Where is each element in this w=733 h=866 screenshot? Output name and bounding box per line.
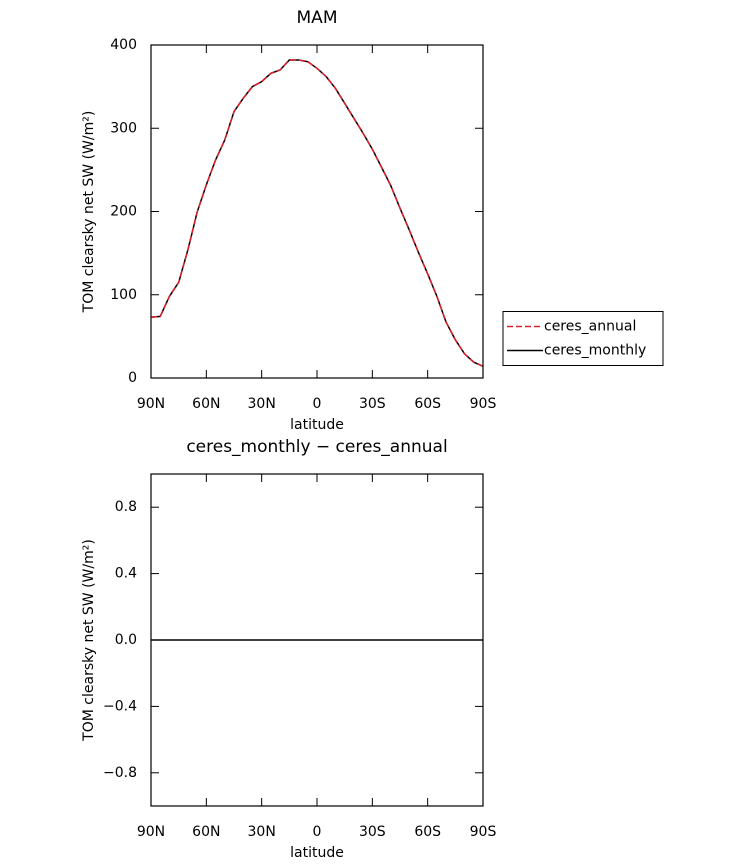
plot-frame [150,473,484,807]
legend-label: ceres_monthly [544,343,646,359]
x-tick-label: 90S [470,396,497,412]
x-tick-label: 90N [137,396,165,412]
y-tick-label: 300 [110,120,137,136]
y-tick-label: 0.8 [115,499,137,515]
y-tick-label: 200 [110,204,137,220]
plot-frame [150,44,484,379]
x-tick-label: 0 [313,396,322,412]
x-tick-label: 0 [313,824,322,840]
y-tick-label: 0 [128,370,137,386]
chart-title: ceres_monthly − ceres_annual [186,437,447,457]
y-tick-label: 0.4 [115,566,137,582]
x-tick-label: 30N [248,396,276,412]
x-tick-label: 30N [248,824,276,840]
legend-label: ceres_annual [544,319,636,335]
y-axis-label: TOM clearsky net SW (W/m²) [81,111,97,314]
x-axis-label: latitude [290,845,344,861]
x-tick-label: 90N [137,824,165,840]
x-tick-label: 60N [192,824,220,840]
x-tick-label: 60S [414,824,441,840]
y-axis-label: TOM clearsky net SW (W/m²) [81,539,97,742]
x-tick-label: 90S [470,824,497,840]
x-tick-label: 60S [414,396,441,412]
y-tick-label: −0.8 [103,765,137,781]
x-axis-label: latitude [290,417,344,433]
chart-title: MAM [297,8,338,28]
y-tick-label: −0.4 [103,698,137,714]
x-tick-label: 30S [359,824,386,840]
x-tick-label: 60N [192,396,220,412]
data-line [150,59,484,367]
x-tick-label: 30S [359,396,386,412]
y-tick-label: 0.0 [115,632,137,648]
y-tick-label: 400 [110,37,137,53]
legend-box [502,311,664,366]
data-line [150,59,484,367]
y-tick-label: 100 [110,287,137,303]
